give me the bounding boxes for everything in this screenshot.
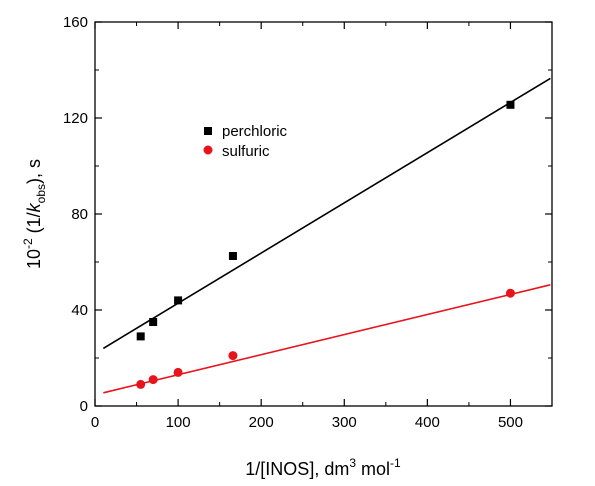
legend-marker-perchloric [204,127,212,135]
y-tick-label: 120 [63,110,88,127]
data-point-perchloric [228,252,237,260]
legend-label-perchloric: perchloric [222,123,288,140]
y-axis-title: 10-2 (1/kobs), s [21,159,48,269]
data-point-sulfuric [136,379,146,389]
data-point-perchloric [174,296,183,305]
data-point-sulfuric [228,351,238,361]
y-tick-label: 160 [63,14,88,31]
x-tick-label: 200 [249,414,274,431]
x-tick-label: 400 [415,414,440,431]
data-point-sulfuric [505,288,515,298]
plot-frame [94,21,553,407]
x-tick-label: 500 [498,414,523,431]
fit-lines [102,77,551,394]
x-tick-label: 300 [332,414,357,431]
x-axis-ticks: 0 100 200 300 400 500 [91,22,523,431]
data-point-perchloric [149,318,158,326]
data-point-perchloric [136,332,145,341]
legend: perchloric sulfuric [203,123,288,160]
data-point-sulfuric [173,367,183,377]
y-tick-label: 80 [71,206,88,223]
y-tick-label: 0 [80,398,88,415]
x-tick-label: 0 [91,414,99,431]
legend-marker-sulfuric [203,145,213,155]
fit-line-sulfuric [103,284,551,394]
data-point-sulfuric [148,375,158,385]
y-tick-label: 40 [71,302,88,319]
legend-label-sulfuric: sulfuric [222,143,270,160]
data-point-perchloric [506,100,515,109]
x-tick-label: 100 [166,414,191,431]
fit-line-perchloric [102,77,551,350]
x-axis-title: 1/[INOS], dm3 mol-1 [245,456,401,479]
data-points [136,100,515,389]
y-axis-ticks: 0 40 80 120 160 [63,14,552,415]
